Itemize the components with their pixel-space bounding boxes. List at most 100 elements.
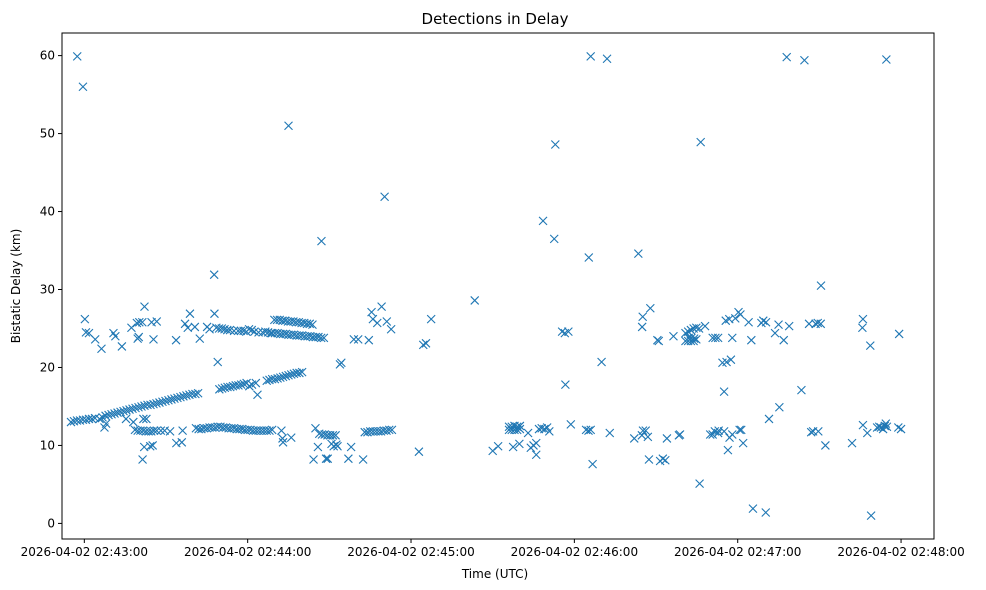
data-point <box>654 336 664 346</box>
data-point <box>214 384 224 394</box>
data-point <box>131 403 140 413</box>
data-point <box>284 121 293 131</box>
data-point <box>660 455 670 465</box>
data-point <box>710 333 720 343</box>
data-point <box>185 309 195 319</box>
data-point <box>308 320 317 329</box>
data-point <box>284 370 293 380</box>
data-point <box>584 253 594 262</box>
data-point <box>331 430 340 440</box>
data-point <box>638 312 648 322</box>
data-point <box>313 442 323 452</box>
data-point <box>278 437 288 447</box>
data-point <box>229 326 239 336</box>
data-point <box>493 441 503 451</box>
data-point <box>266 328 276 338</box>
data-point <box>723 445 733 455</box>
data-point <box>813 427 823 436</box>
data-point <box>209 270 219 280</box>
data-point <box>329 441 339 451</box>
data-point <box>101 419 111 428</box>
y-axis: 0 10 20 30 40 50 60 <box>40 49 62 530</box>
data-point <box>113 408 122 418</box>
data-point <box>278 434 287 443</box>
data-point <box>178 426 187 436</box>
data-point <box>694 324 704 333</box>
data-point <box>386 324 396 334</box>
data-point <box>253 390 262 400</box>
data-point <box>251 378 261 388</box>
data-point <box>152 426 162 436</box>
data-point <box>66 417 76 427</box>
data-point <box>278 372 288 382</box>
data-point <box>349 335 359 344</box>
data-point <box>746 335 756 345</box>
data-point <box>641 426 651 436</box>
data-point <box>557 327 567 336</box>
data-point <box>364 335 374 345</box>
data-point <box>730 313 740 323</box>
data-point <box>588 459 597 469</box>
data-point <box>681 328 690 338</box>
data-point <box>101 411 110 421</box>
data-point <box>726 355 736 365</box>
data-point <box>217 384 227 393</box>
data-point <box>605 428 615 438</box>
data-point <box>713 428 723 438</box>
data-point <box>321 454 331 464</box>
data-point <box>700 321 710 331</box>
data-point <box>117 342 127 351</box>
data-point <box>540 424 549 434</box>
data-point <box>239 326 248 336</box>
data-point <box>426 314 436 324</box>
data-point <box>78 82 88 92</box>
data-point <box>297 367 307 377</box>
data-point <box>531 450 541 460</box>
data-point <box>110 409 119 418</box>
x-tick-label: 2026-04-02 02:48:00 <box>837 545 964 559</box>
data-point <box>696 137 706 147</box>
data-point <box>140 302 149 312</box>
data-point <box>669 331 678 341</box>
data-point <box>727 333 737 343</box>
data-point <box>155 398 164 407</box>
data-point <box>713 333 723 343</box>
data-point <box>584 426 593 436</box>
data-point <box>549 234 559 244</box>
data-point <box>176 392 185 402</box>
data-point <box>146 400 155 410</box>
data-point <box>244 381 254 391</box>
data-point <box>239 379 249 389</box>
data-point <box>180 319 190 329</box>
data-point <box>602 54 612 64</box>
data-point <box>880 421 890 431</box>
plot-area-frame <box>61 32 935 540</box>
data-point <box>217 324 227 333</box>
data-point <box>309 455 318 464</box>
data-point <box>236 380 246 390</box>
y-tick-label: 20 <box>40 360 55 374</box>
data-point <box>797 385 806 395</box>
data-point <box>260 327 270 336</box>
data-point <box>865 341 875 351</box>
data-point <box>470 296 480 305</box>
data-point <box>262 376 272 386</box>
data-point <box>317 236 326 246</box>
data-point <box>531 438 541 448</box>
data-point <box>658 454 668 464</box>
data-point <box>87 414 97 424</box>
x-tick-label: 2026-04-02 02:47:00 <box>674 545 801 559</box>
data-point <box>744 317 753 327</box>
data-point <box>145 441 155 451</box>
data-point <box>421 338 431 348</box>
data-point <box>138 455 147 464</box>
y-tick-label: 60 <box>40 49 55 63</box>
data-point <box>563 327 573 336</box>
data-point <box>336 358 346 368</box>
data-point <box>414 447 424 457</box>
data-point <box>770 328 780 338</box>
data-point <box>344 454 353 464</box>
data-point <box>210 309 219 319</box>
data-point <box>637 322 647 332</box>
data-point <box>267 425 277 435</box>
